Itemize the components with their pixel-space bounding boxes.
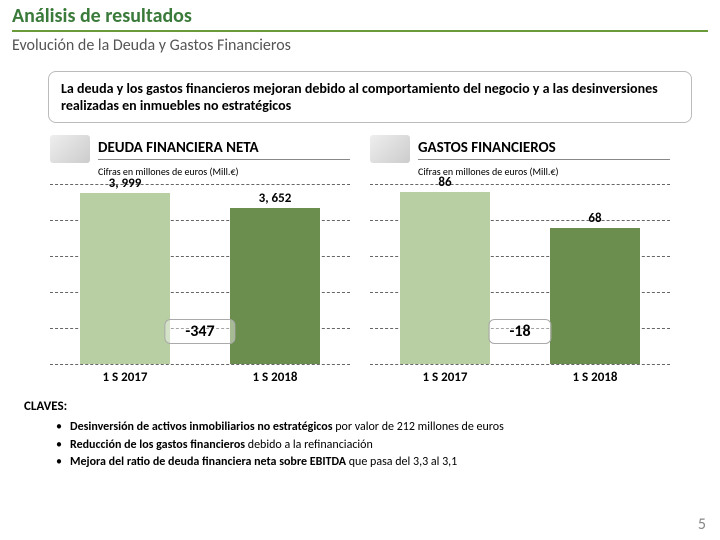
- bar-value: 3, 652: [259, 191, 292, 206]
- axis-labels: 1 S 2017 1 S 2018: [370, 370, 670, 385]
- money-icon: [370, 135, 410, 163]
- bar: [230, 208, 320, 365]
- list-item: Reducción de los gastos financieros debi…: [56, 438, 700, 454]
- bar-value: 68: [588, 211, 601, 226]
- claves-list: Desinversión de activos inmobiliarios no…: [56, 420, 700, 471]
- notebook-icon: [50, 135, 90, 163]
- claves-title: CLAVES:: [24, 399, 720, 414]
- page-subtitle: Evolución de la Deuda y Gastos Financier…: [0, 36, 720, 63]
- list-item: Desinversión de activos inmobiliarios no…: [56, 420, 700, 436]
- summary-box: La deuda y los gastos financieros mejora…: [48, 71, 692, 123]
- axis-label: 1 S 2017: [75, 370, 175, 385]
- chart-title-gastos: GASTOS FINANCIEROS: [418, 139, 670, 160]
- axis-label: 1 S 2018: [545, 370, 645, 385]
- charts-row: DEUDA FINANCIERA NETA Cifras en millones…: [0, 135, 720, 385]
- chart-area-deuda: 3, 9993, 652 -347: [50, 184, 350, 364]
- chart-deuda: DEUDA FINANCIERA NETA Cifras en millones…: [50, 135, 350, 385]
- page-number: 5: [698, 515, 706, 534]
- list-item: Mejora del ratio de deuda financiera net…: [56, 455, 700, 471]
- axis-labels: 1 S 2017 1 S 2018: [50, 370, 350, 385]
- bar: [80, 193, 170, 364]
- axis-label: 1 S 2018: [225, 370, 325, 385]
- chart-title-deuda: DEUDA FINANCIERA NETA: [98, 139, 350, 160]
- bar: [400, 192, 490, 364]
- axis-label: 1 S 2017: [395, 370, 495, 385]
- chart-gastos: GASTOS FINANCIEROS Cifras en millones de…: [370, 135, 670, 385]
- diff-badge-gastos: -18: [488, 319, 551, 344]
- chart-area-gastos: 8668 -18: [370, 184, 670, 364]
- diff-badge-deuda: -347: [164, 319, 235, 344]
- bar: [550, 228, 640, 364]
- bar-value: 3, 999: [109, 176, 142, 191]
- bar-value: 86: [438, 175, 451, 190]
- page-title: Análisis de resultados: [0, 0, 720, 30]
- title-underline: [12, 30, 708, 32]
